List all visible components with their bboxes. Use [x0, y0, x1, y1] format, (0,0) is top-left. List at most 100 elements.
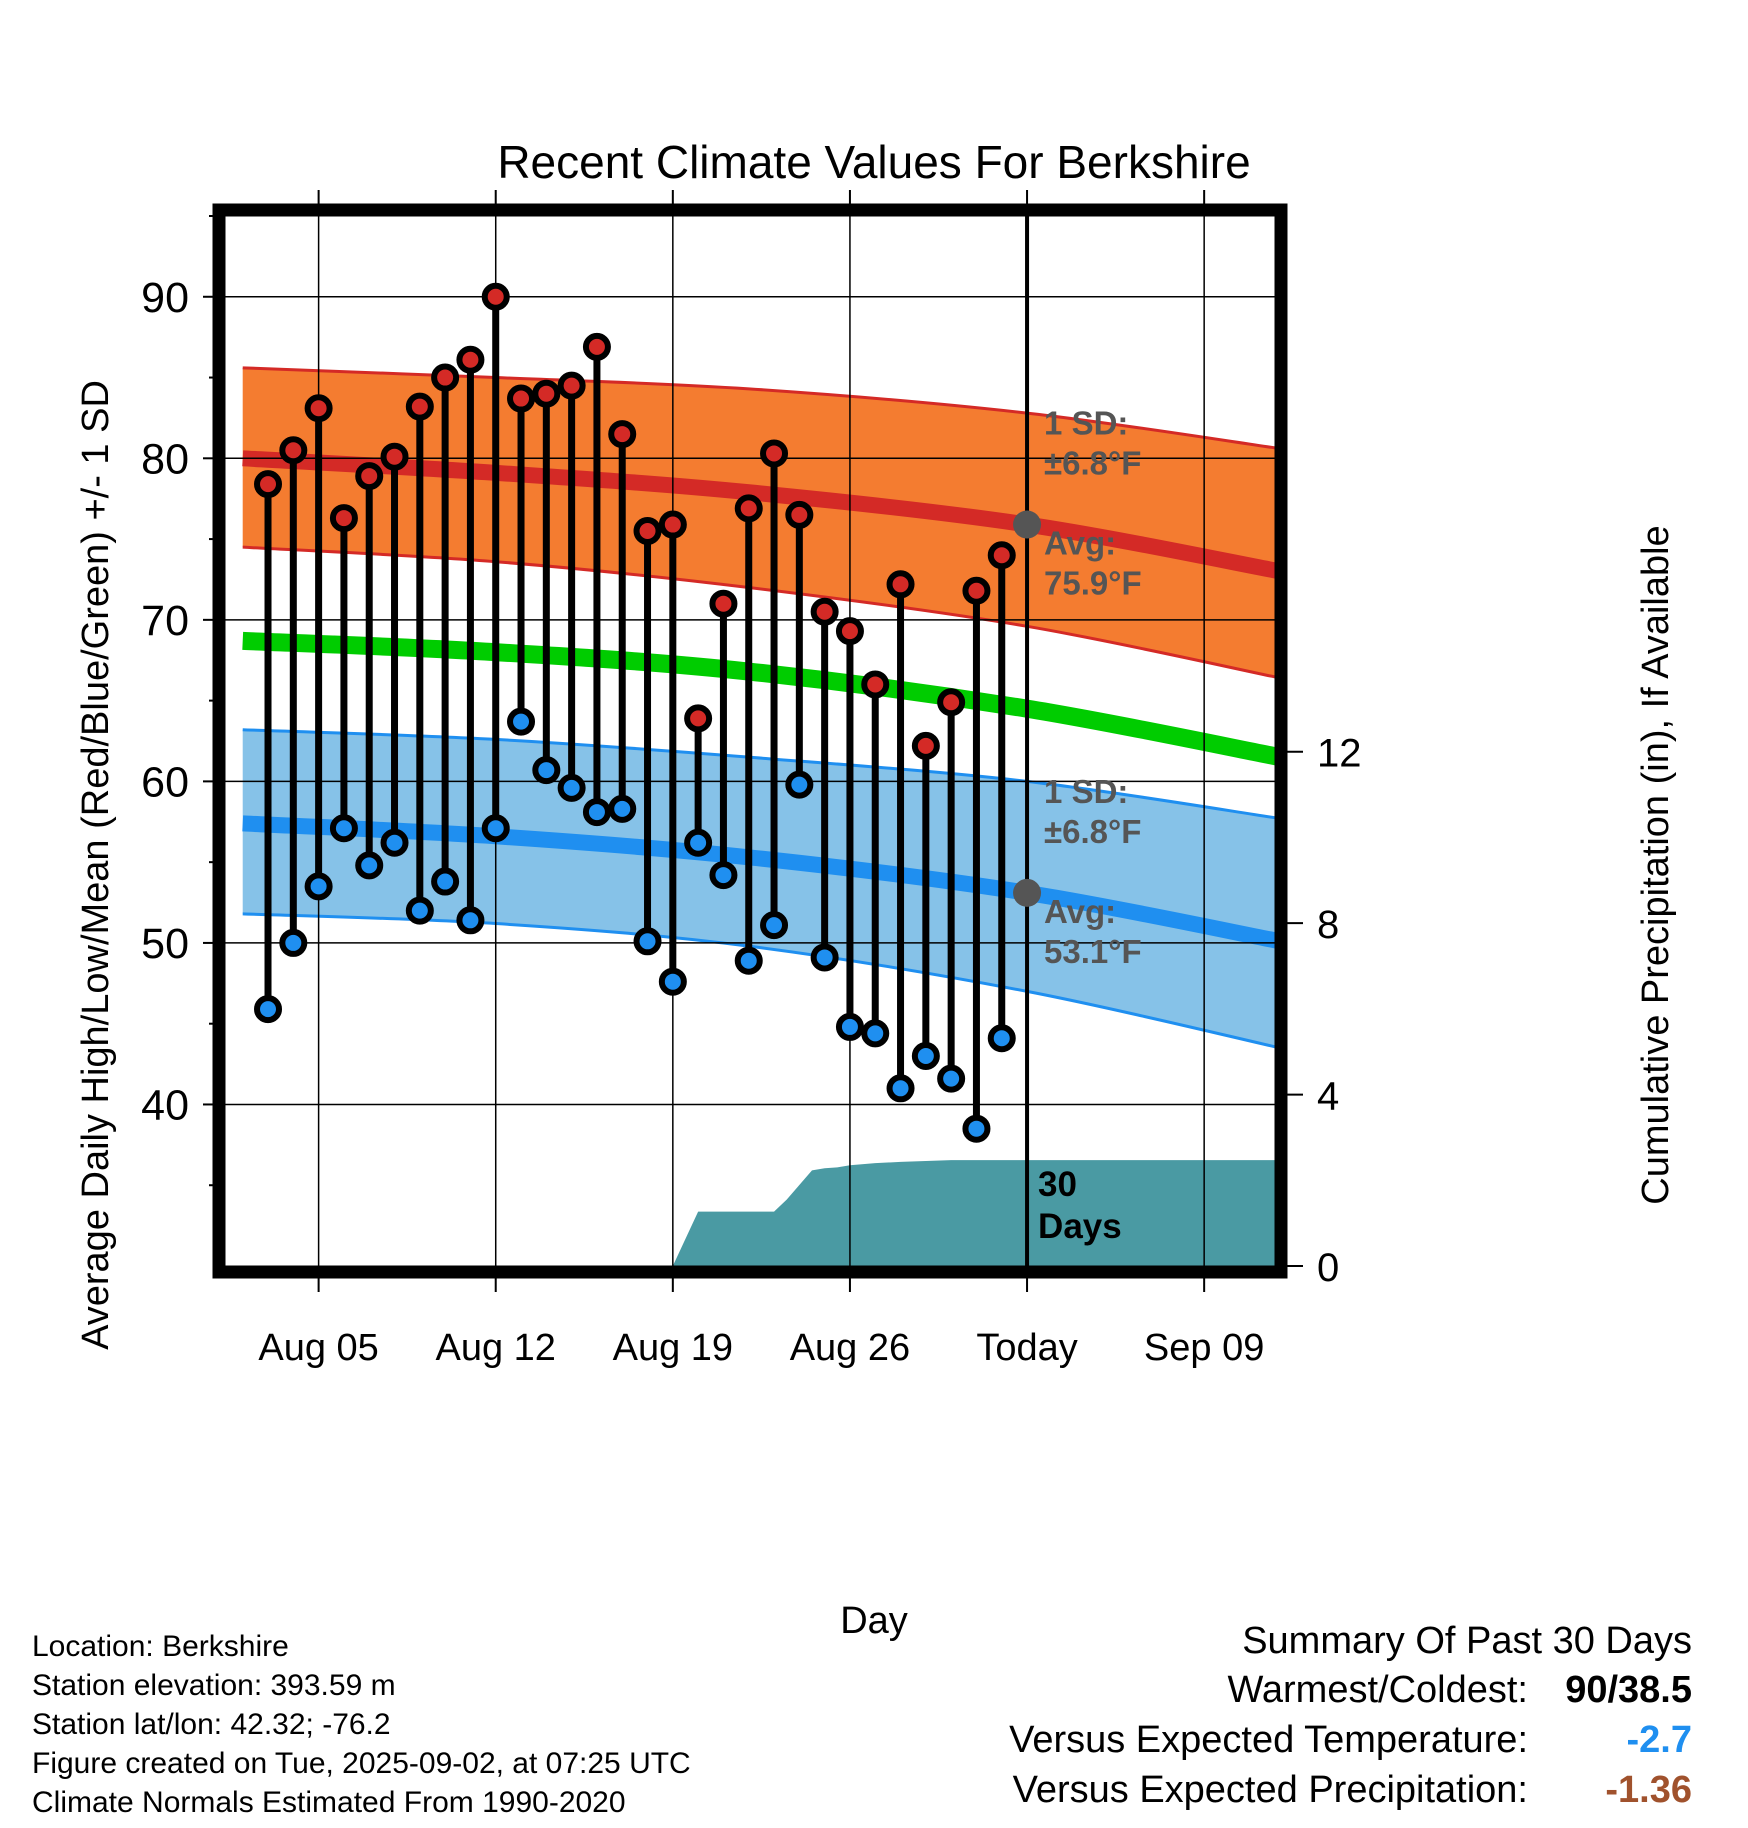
high-sd-band [242, 367, 1275, 677]
high-temp-point [734, 494, 763, 523]
high-band-upper-edge [242, 366, 1275, 450]
high-temp-point [987, 541, 1016, 570]
x-tick-label: Aug 26 [790, 1327, 910, 1369]
high-temp-point [481, 282, 510, 311]
high-temp-point [304, 394, 333, 423]
plot-frame [212, 203, 1288, 1279]
low-temp-point [709, 861, 738, 890]
y-tick-label: 60 [141, 758, 189, 806]
low-temp-point [481, 814, 510, 843]
high-temp-point [684, 704, 713, 733]
low-temp-point [608, 794, 637, 823]
elevation-text: Station elevation: 393.59 m [32, 1669, 396, 1702]
low-temp-point [254, 995, 283, 1024]
high-temp-point [557, 371, 586, 400]
low-temp-point [658, 967, 687, 996]
high-temp-point [329, 504, 358, 533]
high-temp-point [380, 442, 409, 471]
x-tick-label: Aug 05 [258, 1327, 378, 1369]
low-temp-point [861, 1019, 890, 1048]
high-temp-point [937, 688, 966, 717]
y-tick-label: 40 [141, 1081, 189, 1129]
high-sd-label: 1 SD: [1044, 405, 1128, 442]
high-temp-point [709, 589, 738, 618]
low-sd-value: ±6.8°F [1044, 813, 1141, 850]
high-temp-point [633, 517, 662, 545]
summary-warmest-row: Warmest/Coldest: 90/38.5 [1009, 1665, 1692, 1715]
precip-label: Versus Expected Precipitation: [1012, 1769, 1528, 1811]
high-temp-point [911, 731, 940, 760]
low-temp-point [582, 798, 611, 827]
low-temp-point [911, 1042, 940, 1070]
high-temp-point [886, 570, 915, 599]
low-avg-label: Avg: [1044, 893, 1116, 930]
low-temp-point [962, 1114, 991, 1143]
low-temp-point [532, 756, 561, 785]
latlon-text: Station lat/lon: 42.32; -76.2 [32, 1708, 391, 1741]
x-axis-label: Day [840, 1600, 908, 1642]
low-temp-point [405, 896, 434, 925]
summary-title: Summary Of Past 30 Days [1242, 1620, 1692, 1662]
y2-tick-label: 12 [1317, 732, 1362, 776]
low-temp-point [633, 927, 662, 956]
precip-value: -1.36 [1605, 1769, 1692, 1811]
high-temp-point [760, 439, 789, 468]
low-temp-point [279, 928, 308, 957]
high-temp-point [254, 470, 283, 499]
temp-value: -2.7 [1626, 1719, 1692, 1761]
created-text: Figure created on Tue, 2025-09-02, at 07… [32, 1747, 691, 1780]
low-temp-point [886, 1074, 915, 1103]
high-avg-value: 75.9°F [1044, 565, 1142, 602]
low-temp-point [785, 770, 814, 799]
x-tick-label: Aug 19 [613, 1327, 733, 1369]
plot-clipped [225, 216, 1275, 1266]
high-temp-point [810, 597, 839, 626]
high-avg-marker [1013, 510, 1042, 539]
low-temp-point [557, 773, 586, 802]
y2-tick-label: 0 [1317, 1246, 1339, 1290]
y-tick-label: 90 [141, 274, 189, 322]
high-temp-point [507, 384, 536, 413]
low-temp-point [329, 814, 358, 843]
days-count-label: 30 [1038, 1165, 1077, 1204]
high-temp-point [785, 500, 814, 529]
low-sd-label: 1 SD: [1044, 773, 1128, 810]
low-temp-point [304, 872, 333, 901]
y2-tick-label: 8 [1317, 903, 1339, 947]
low-temp-point [456, 906, 485, 935]
summary-precip-row: Versus Expected Precipitation: -1.36 [1009, 1765, 1692, 1815]
y-tick-label: 80 [141, 435, 189, 483]
high-temp-point [355, 462, 384, 491]
low-temp-point [431, 867, 460, 896]
x-tick-label: Today [976, 1327, 1077, 1369]
low-temp-point [987, 1024, 1016, 1053]
chart-title: Recent Climate Values For Berkshire [497, 136, 1250, 188]
low-temp-point [355, 851, 384, 880]
y-axis-label: Average Daily High/Low/Mean (Red/Blue/Gr… [75, 380, 117, 1350]
low-avg-marker [1013, 878, 1042, 907]
normals-text: Climate Normals Estimated From 1990-2020 [32, 1786, 626, 1819]
high-temp-point [608, 420, 637, 449]
x-tick-label: Sep 09 [1144, 1327, 1264, 1369]
y2-axis-label: Cumulative Precipitation (in), If Availa… [1635, 525, 1677, 1204]
low-temp-point [734, 946, 763, 975]
y-tick-label: 50 [141, 920, 189, 968]
days-label: Days [1038, 1207, 1122, 1246]
high-temp-point [532, 379, 561, 408]
low-temp-point [760, 911, 789, 940]
low-sd-band [242, 729, 1275, 1047]
low-temp-point [810, 943, 839, 972]
summary-temp-row: Versus Expected Temperature: -2.7 [1009, 1715, 1692, 1765]
high-temp-point [279, 436, 308, 465]
y2-tick-label: 4 [1317, 1075, 1339, 1119]
low-temp-point [835, 1012, 864, 1041]
y-tick-label: 70 [141, 597, 189, 645]
precip-area [225, 1160, 1275, 1266]
summary-panel: Summary Of Past 30 Days Warmest/Coldest:… [1009, 1617, 1692, 1815]
low-temp-point [380, 828, 409, 857]
low-temp-point [507, 707, 536, 736]
high-avg-label: Avg: [1044, 525, 1116, 562]
high-temp-point [405, 392, 434, 421]
location-text: Location: Berkshire [32, 1630, 289, 1663]
